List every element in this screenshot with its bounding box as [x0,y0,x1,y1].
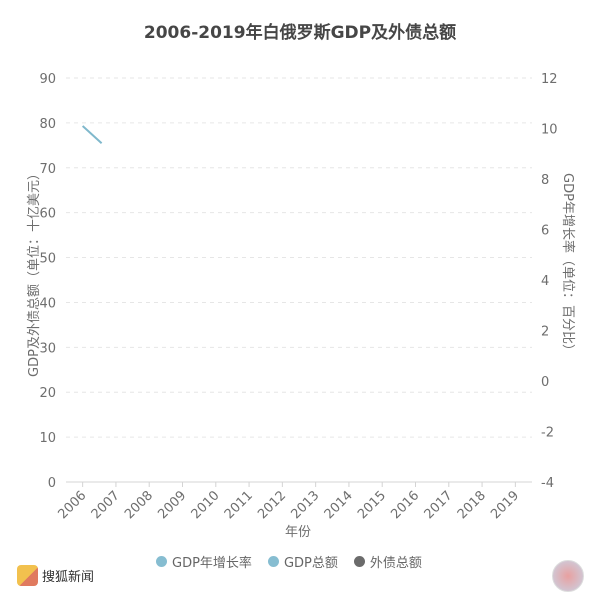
y-right-tick-label: 8 [541,173,549,188]
legend-item-gdp-growth[interactable]: GDP年增长率 [156,552,252,571]
y-right-tick-label: -4 [541,476,554,491]
brand-name: 搜狐新闻 [42,570,95,585]
y-axis-right-label: GDP年增长率（单位：百分比） [560,173,576,357]
x-tick-label: 2019 [488,488,522,522]
x-tick-label: 2013 [288,488,322,522]
series-layer [81,125,103,144]
y-right-tick-label: 10 [541,123,558,138]
y-left-tick-label: 10 [39,431,56,446]
sohu-logo-icon [17,565,38,586]
y-left-tick-label: 20 [39,386,56,401]
legend-label: 外债总额 [369,556,422,571]
y-left-tick-label: 80 [39,117,56,132]
y-left-tick-label: 40 [39,296,56,311]
x-tick-label: 2009 [155,488,189,522]
y-right-tick-label: 4 [541,274,549,289]
y-axis-right: -4 -2 0 2 4 6 8 10 12 [541,72,558,491]
y-left-tick-label: 70 [39,162,56,177]
x-tick-label: 2012 [255,488,289,522]
chart-title: 2006-2019年白俄罗斯GDP及外债总额 [144,22,456,43]
y-right-tick-label: 0 [541,375,549,390]
x-tick-label: 2011 [222,488,256,522]
x-tick-label: 2017 [422,488,456,522]
y-left-tick-label: 50 [39,252,56,267]
legend-dot [353,556,365,567]
y-left-tick-label: 90 [39,72,56,87]
y-right-tick-label: -2 [541,426,554,441]
seal-icon [552,560,584,592]
y-left-tick-label: 30 [39,341,56,356]
y-right-tick-label: 2 [541,325,549,340]
legend-label: GDP总额 [283,556,338,571]
legend-dot [156,556,167,567]
y-right-tick-label: 12 [541,72,558,87]
y-axis-left-label: GDP及外债总额（单位：十亿美元） [27,167,42,377]
legend-dot [267,556,279,567]
y-axis-left: 0 10 20 30 40 50 60 70 80 90 [39,72,56,491]
x-tick-label: 2007 [89,488,123,522]
legend: GDP年增长率 GDP总额 外债总额 [156,552,422,571]
x-axis: 2006 2007 2008 2009 2010 2011 2012 2013 2014 2015… [55,481,532,522]
legend-label: GDP年增长率 [172,556,252,571]
x-axis-label: 年份 [285,525,311,540]
grid [66,77,532,438]
y-left-tick-label: 0 [48,476,56,491]
x-tick-label: 2006 [55,488,89,522]
series-line-gdp-growth [81,125,103,144]
x-tick-label: 2016 [388,488,422,522]
x-tick-label: 2008 [122,488,156,522]
sohu-news-logo: 搜狐新闻 [17,565,94,586]
y-right-tick-label: 6 [541,224,549,239]
x-tick-label: 2010 [189,488,223,522]
y-left-tick-label: 60 [39,207,56,222]
x-tick-label: 2018 [455,488,489,522]
legend-item-external-debt[interactable]: 外债总额 [353,552,422,571]
legend-item-gdp-total[interactable]: GDP总额 [267,552,338,571]
x-tick-label: 2014 [322,488,356,522]
x-tick-label: 2015 [355,488,389,522]
